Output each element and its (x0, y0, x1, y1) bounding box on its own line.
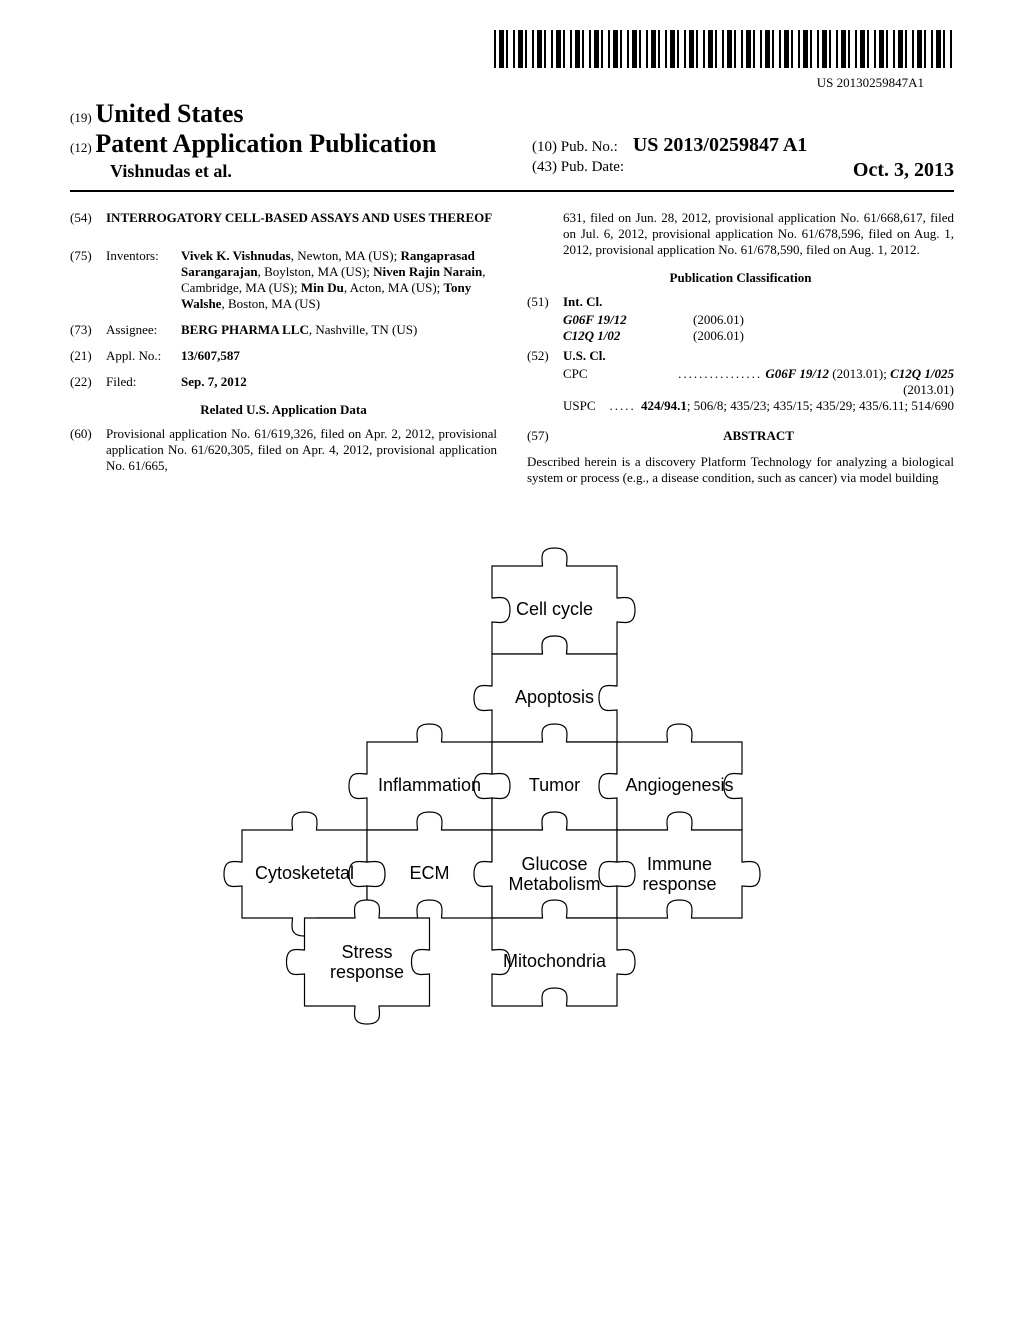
puzzle-label: ECM (410, 863, 450, 883)
related-heading: Related U.S. Application Data (70, 402, 497, 418)
int-cl-2-code: C12Q 1/02 (563, 328, 693, 344)
assignee-name: BERG PHARMA LLC (181, 322, 309, 337)
puzzle-label: Inflammation (378, 775, 481, 795)
left-column: (54) INTERROGATORY CELL-BASED ASSAYS AND… (70, 210, 497, 486)
pub-date-value: Oct. 3, 2013 (853, 159, 954, 182)
body: (54) INTERROGATORY CELL-BASED ASSAYS AND… (70, 210, 954, 486)
pub-no-value: US 2013/0259847 A1 (633, 134, 807, 156)
assignee-code: (73) (70, 322, 106, 338)
cpc-1-year: (2013.01); (829, 366, 890, 381)
inventor-loc: , Newton, MA (US); (291, 248, 401, 263)
header-right: (10) Pub. No.: US 2013/0259847 A1 (43) P… (532, 134, 954, 182)
int-cl-label: Int. Cl. (563, 294, 954, 310)
puzzle-label: Cytosketetal (255, 863, 354, 883)
inventor-name: Niven Rajin Narain (373, 264, 482, 279)
doc-type-label: Patent Application Publication (95, 129, 436, 158)
filed-value: Sep. 7, 2012 (181, 374, 497, 390)
assignee-value: BERG PHARMA LLC, Nashville, TN (US) (181, 322, 497, 338)
puzzle-label: Immuneresponse (642, 854, 716, 894)
pub-class-heading: Publication Classification (527, 270, 954, 286)
int-cl-1-year: (2006.01) (693, 312, 744, 328)
header-left: (19) United States (12) Patent Applicati… (70, 99, 492, 182)
puzzle-label: Cell cycle (516, 599, 593, 619)
puzzle-label: Tumor (529, 775, 580, 795)
dotted-leader (678, 366, 762, 382)
dotted-leader: ..... (610, 398, 642, 413)
int-cl-1-code: G06F 19/12 (563, 312, 693, 328)
appl-no-value: 13/607,587 (181, 348, 497, 364)
barcode-graphic (494, 30, 954, 68)
related-continuation: 631, filed on Jun. 28, 2012, provisional… (527, 210, 954, 258)
barcode-text: US 20130259847A1 (70, 75, 954, 91)
doc-type-code: (12) (70, 140, 92, 155)
right-column: 631, filed on Jun. 28, 2012, provisional… (527, 210, 954, 486)
related-text: Provisional application No. 61/619,326, … (106, 426, 497, 474)
pub-date-label: Pub. Date: (561, 159, 624, 175)
abstract-label: ABSTRACT (563, 428, 954, 444)
us-cl-code: (52) (527, 348, 563, 364)
filed-code: (22) (70, 374, 106, 390)
pub-no-code: (10) (532, 139, 557, 155)
inventor-loc: , Boylston, MA (US); (258, 264, 374, 279)
figure-region: Cell cycle Apoptosis Inflammation Tumor Angi… (70, 536, 954, 1056)
assignee-label: Assignee: (106, 322, 181, 338)
inventor-loc: , Acton, MA (US); (344, 280, 444, 295)
puzzle-diagram: Cell cycle Apoptosis Inflammation Tumor Angi… (202, 536, 822, 1056)
inventor-loc: , Boston, MA (US) (221, 296, 320, 311)
abstract-code: (57) (527, 428, 563, 444)
cpc-2-year: (2013.01) (563, 382, 954, 398)
related-code: (60) (70, 426, 106, 474)
us-cl-label: U.S. Cl. (563, 348, 954, 364)
puzzle-label: Apoptosis (515, 687, 594, 707)
appl-no-code: (21) (70, 348, 106, 364)
inventors-code: (75) (70, 248, 106, 312)
filed-label: Filed: (106, 374, 181, 390)
assignee-loc: , Nashville, TN (US) (309, 322, 417, 337)
int-cl-2-year: (2006.01) (693, 328, 744, 344)
country-name: United States (95, 99, 243, 128)
puzzle-label: Angiogenesis (625, 775, 733, 795)
uspc-1: 424/94.1 (641, 398, 687, 413)
inventor-name: Min Du (301, 280, 344, 295)
inventors-label: Inventors: (106, 248, 181, 312)
pub-date-code: (43) (532, 159, 557, 175)
inventor-name: Vivek K. Vishnudas (181, 248, 291, 263)
inventors-list: Vivek K. Vishnudas, Newton, MA (US); Ran… (181, 248, 497, 312)
cpc-1: G06F 19/12 (765, 366, 829, 381)
int-cl-code: (51) (527, 294, 563, 310)
uspc-label: USPC (563, 398, 596, 414)
title-code: (54) (70, 210, 106, 238)
cpc-2: C12Q 1/025 (890, 366, 954, 381)
cpc-label: CPC (563, 366, 588, 382)
pub-no-label: Pub. No.: (561, 139, 618, 155)
appl-no-label: Appl. No.: (106, 348, 181, 364)
barcode-region: US 20130259847A1 (70, 30, 954, 91)
puzzle-label: GlucoseMetabolism (508, 854, 600, 894)
header: (19) United States (12) Patent Applicati… (70, 99, 954, 192)
puzzle-label: Mitochondria (503, 951, 607, 971)
invention-title: INTERROGATORY CELL-BASED ASSAYS AND USES… (106, 210, 497, 226)
authors-line: Vishnudas et al. (70, 161, 492, 182)
country-code: (19) (70, 110, 92, 125)
uspc-rest: ; 506/8; 435/23; 435/15; 435/29; 435/6.1… (687, 398, 954, 413)
abstract-text: Described herein is a discovery Platform… (527, 454, 954, 486)
